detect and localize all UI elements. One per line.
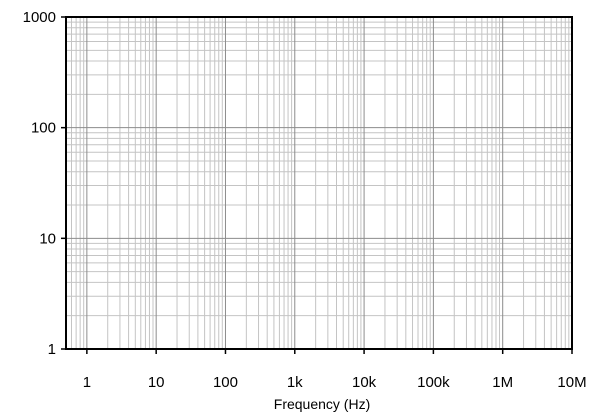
y-tick-label: 1000 (23, 9, 56, 26)
x-tick-label: 1k (287, 374, 303, 391)
x-axis-tick-labels: 1 10 100 1k 10k 100k 1M 10M (83, 374, 587, 391)
minor-grid (65, 17, 572, 349)
x-tick-label: 1 (83, 374, 91, 391)
x-tick-label: 10M (557, 374, 586, 391)
y-tick-label: 1 (48, 341, 56, 358)
y-tick-label: 100 (31, 120, 56, 137)
plot-frame (65, 16, 573, 350)
x-axis-label: Frequency (Hz) (274, 396, 370, 412)
y-axis-ticks (61, 16, 66, 350)
x-tick-label: 100 (213, 374, 238, 391)
x-tick-label: 10k (352, 374, 377, 391)
x-tick-label: 100k (417, 374, 450, 391)
y-axis-tick-labels: 1 10 100 1000 (23, 9, 56, 358)
x-tick-label: 10 (148, 374, 165, 391)
x-tick-label: 1M (492, 374, 513, 391)
y-tick-label: 10 (39, 230, 56, 247)
x-axis-ticks (86, 349, 573, 354)
